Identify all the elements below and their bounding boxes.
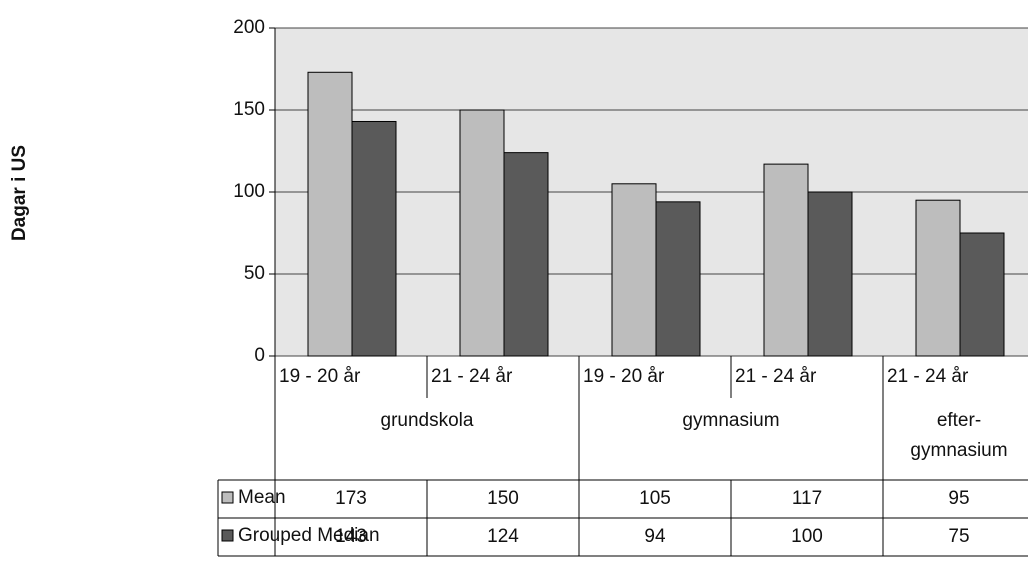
table-value: 105 [639,488,671,509]
group-label: gymnasium [682,410,780,431]
x-tick-label: 21 - 24 år [887,366,969,387]
bar [763,163,809,357]
bar [459,109,505,357]
bar [915,199,961,357]
table-value: 173 [335,488,367,509]
table-value: 150 [487,488,519,509]
bar [807,191,853,357]
y-tick-label: 200 [233,17,265,38]
table-value: 94 [644,526,666,547]
legend-label: Mean [238,487,286,508]
y-tick-label: 0 [254,345,265,366]
table-value: 117 [791,488,823,509]
y-tick-label: 150 [233,99,265,120]
table-value: 95 [948,488,970,509]
bar [307,71,353,357]
legend-swatch [221,491,234,504]
bar [959,232,1005,357]
table-value: 100 [791,526,823,547]
bar [611,183,657,357]
x-tick-label: 19 - 20 år [279,366,361,387]
legend-swatch [221,529,234,542]
x-tick-label: 21 - 24 år [431,366,513,387]
bar [503,152,549,357]
y-axis-label: Dagar i US [9,144,30,242]
table-value: 75 [948,526,970,547]
group-label: efter- gymnasium [910,410,1008,461]
y-tick-label: 50 [243,263,265,284]
table-value: 124 [487,526,519,547]
group-label: grundskola [380,410,474,431]
x-tick-label: 19 - 20 år [583,366,665,387]
y-tick-label: 100 [233,181,265,202]
bar [655,201,701,357]
table-value: 143 [335,526,367,547]
x-tick-label: 21 - 24 år [735,366,817,387]
bar [351,120,397,357]
legend-label: Grouped Median [238,525,380,546]
